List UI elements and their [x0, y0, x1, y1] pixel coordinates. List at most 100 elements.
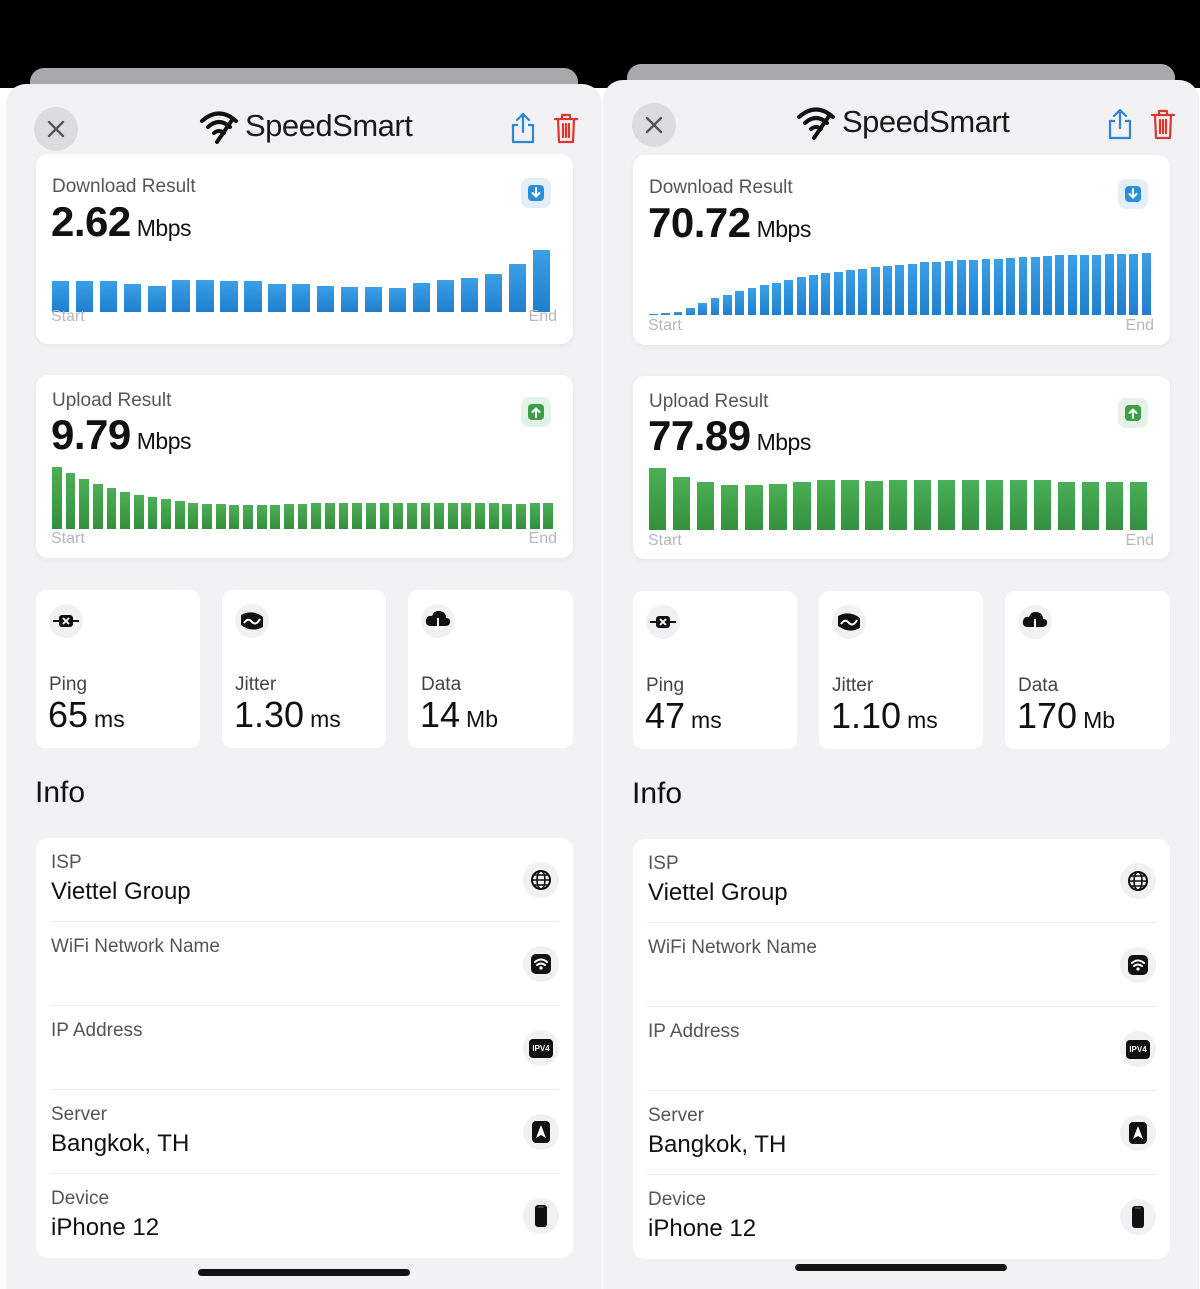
chart-bar [406, 502, 417, 529]
data-card: Data 14 Mb [408, 590, 573, 748]
chart-bar [174, 501, 185, 529]
chart-bar [1080, 254, 1089, 315]
jitter-value: 1.10 ms [831, 695, 938, 736]
wifi-label: WiFi Network Name [51, 936, 220, 957]
chart-bar [1009, 480, 1028, 530]
info-row-device: Device iPhone 12 [633, 1175, 1170, 1259]
delete-button[interactable] [551, 112, 581, 144]
chart-bar [1081, 481, 1100, 530]
divider [647, 1090, 1156, 1091]
upload-label: Upload Result [649, 391, 769, 412]
chart-bar [1030, 256, 1040, 315]
data-label: Data [1018, 675, 1059, 696]
chart-bar [913, 480, 931, 530]
share-icon [1108, 108, 1132, 140]
close-button[interactable] [34, 107, 78, 151]
chart-bar [769, 483, 787, 530]
share-button[interactable] [1105, 108, 1135, 140]
server-label: Server [51, 1104, 107, 1125]
info-row-wifi: WiFi Network Name [36, 922, 573, 1006]
chart-bar [932, 261, 942, 315]
server-icon [523, 1114, 559, 1150]
chart-bar [270, 505, 281, 529]
globe-icon [523, 862, 559, 898]
chart-bar [434, 502, 444, 529]
chart-bar [79, 479, 90, 529]
divider [50, 921, 559, 922]
jitter-icon [832, 605, 866, 639]
data-value: 170 Mb [1017, 695, 1116, 736]
chart-bar [460, 277, 479, 312]
chart-bar [532, 250, 551, 312]
cloud-download-icon [421, 604, 455, 638]
device-label: Device [51, 1188, 110, 1209]
close-button[interactable] [632, 103, 676, 147]
chart-bar [673, 477, 691, 530]
chart-bar [745, 485, 763, 530]
chart-bar [340, 287, 358, 312]
chart-bar [649, 313, 658, 315]
upload-card: Upload Result 9.79 Mbps Start End [36, 375, 573, 558]
wifi-label: WiFi Network Name [648, 937, 817, 958]
divider [50, 1005, 559, 1006]
start-label: Start [648, 317, 682, 334]
chart-bar [447, 502, 458, 529]
chart-bar [710, 298, 720, 315]
chart-bar [817, 480, 835, 530]
chart-bar [772, 282, 782, 315]
chart-bar [379, 502, 390, 529]
chart-bar [673, 311, 683, 315]
chart-bar [735, 291, 745, 315]
chart-bar [65, 473, 76, 529]
ping-value: 47 ms [645, 695, 722, 736]
chart-bar [529, 502, 540, 529]
chart-bar [993, 258, 1003, 315]
jitter-card: Jitter 1.30 ms [222, 590, 386, 748]
download-icon [528, 185, 544, 201]
share-button[interactable] [508, 112, 538, 144]
chart-bar [759, 285, 769, 315]
chart-bar [220, 281, 238, 312]
chart-bar [92, 483, 103, 529]
download-badge [521, 178, 551, 208]
chart-bar [1057, 481, 1076, 530]
data-value: 14 Mb [420, 694, 498, 735]
chart-bar [324, 502, 335, 529]
wifi-icon [1120, 947, 1156, 983]
ping-card: Ping 47 ms [633, 591, 797, 749]
chart-bar [1141, 253, 1151, 315]
chart-bar [969, 259, 979, 315]
chart-bar [747, 288, 757, 315]
chart-bar [161, 499, 171, 529]
chart-bar [188, 502, 199, 529]
info-card: ISP Viettel Group WiFi Network Name IP A… [633, 839, 1170, 1259]
result-sheet: SpeedSmart Download Result 2.62 Mbps Star… [6, 84, 602, 1289]
delete-button[interactable] [1148, 108, 1178, 140]
chart-bar [985, 479, 1003, 530]
chart-bar [1043, 256, 1052, 315]
download-bars [52, 250, 557, 312]
chart-bar [1006, 257, 1016, 315]
chart-bar [889, 480, 907, 530]
ping-icon [49, 604, 83, 638]
chart-bar [870, 267, 880, 315]
chart-bar [895, 264, 905, 315]
download-card: Download Result 70.72 Mbps Start End [633, 155, 1170, 345]
divider [50, 1089, 559, 1090]
divider [647, 1006, 1156, 1007]
chart-bar [721, 485, 739, 530]
chart-bar [393, 502, 404, 529]
info-title: Info [35, 776, 86, 809]
chart-bar [243, 505, 253, 529]
chart-bar [412, 282, 431, 312]
upload-value: 77.89 Mbps [648, 412, 811, 459]
home-indicator[interactable] [795, 1264, 1007, 1271]
chart-bar [502, 504, 513, 529]
home-indicator[interactable] [198, 1269, 410, 1276]
info-row-server: Server Bangkok, TH [633, 1091, 1170, 1175]
chart-bar [352, 502, 363, 529]
jitter-label: Jitter [235, 674, 277, 695]
chart-bar [388, 288, 406, 312]
jitter-icon [235, 604, 269, 638]
ping-card: Ping 65 ms [36, 590, 200, 748]
